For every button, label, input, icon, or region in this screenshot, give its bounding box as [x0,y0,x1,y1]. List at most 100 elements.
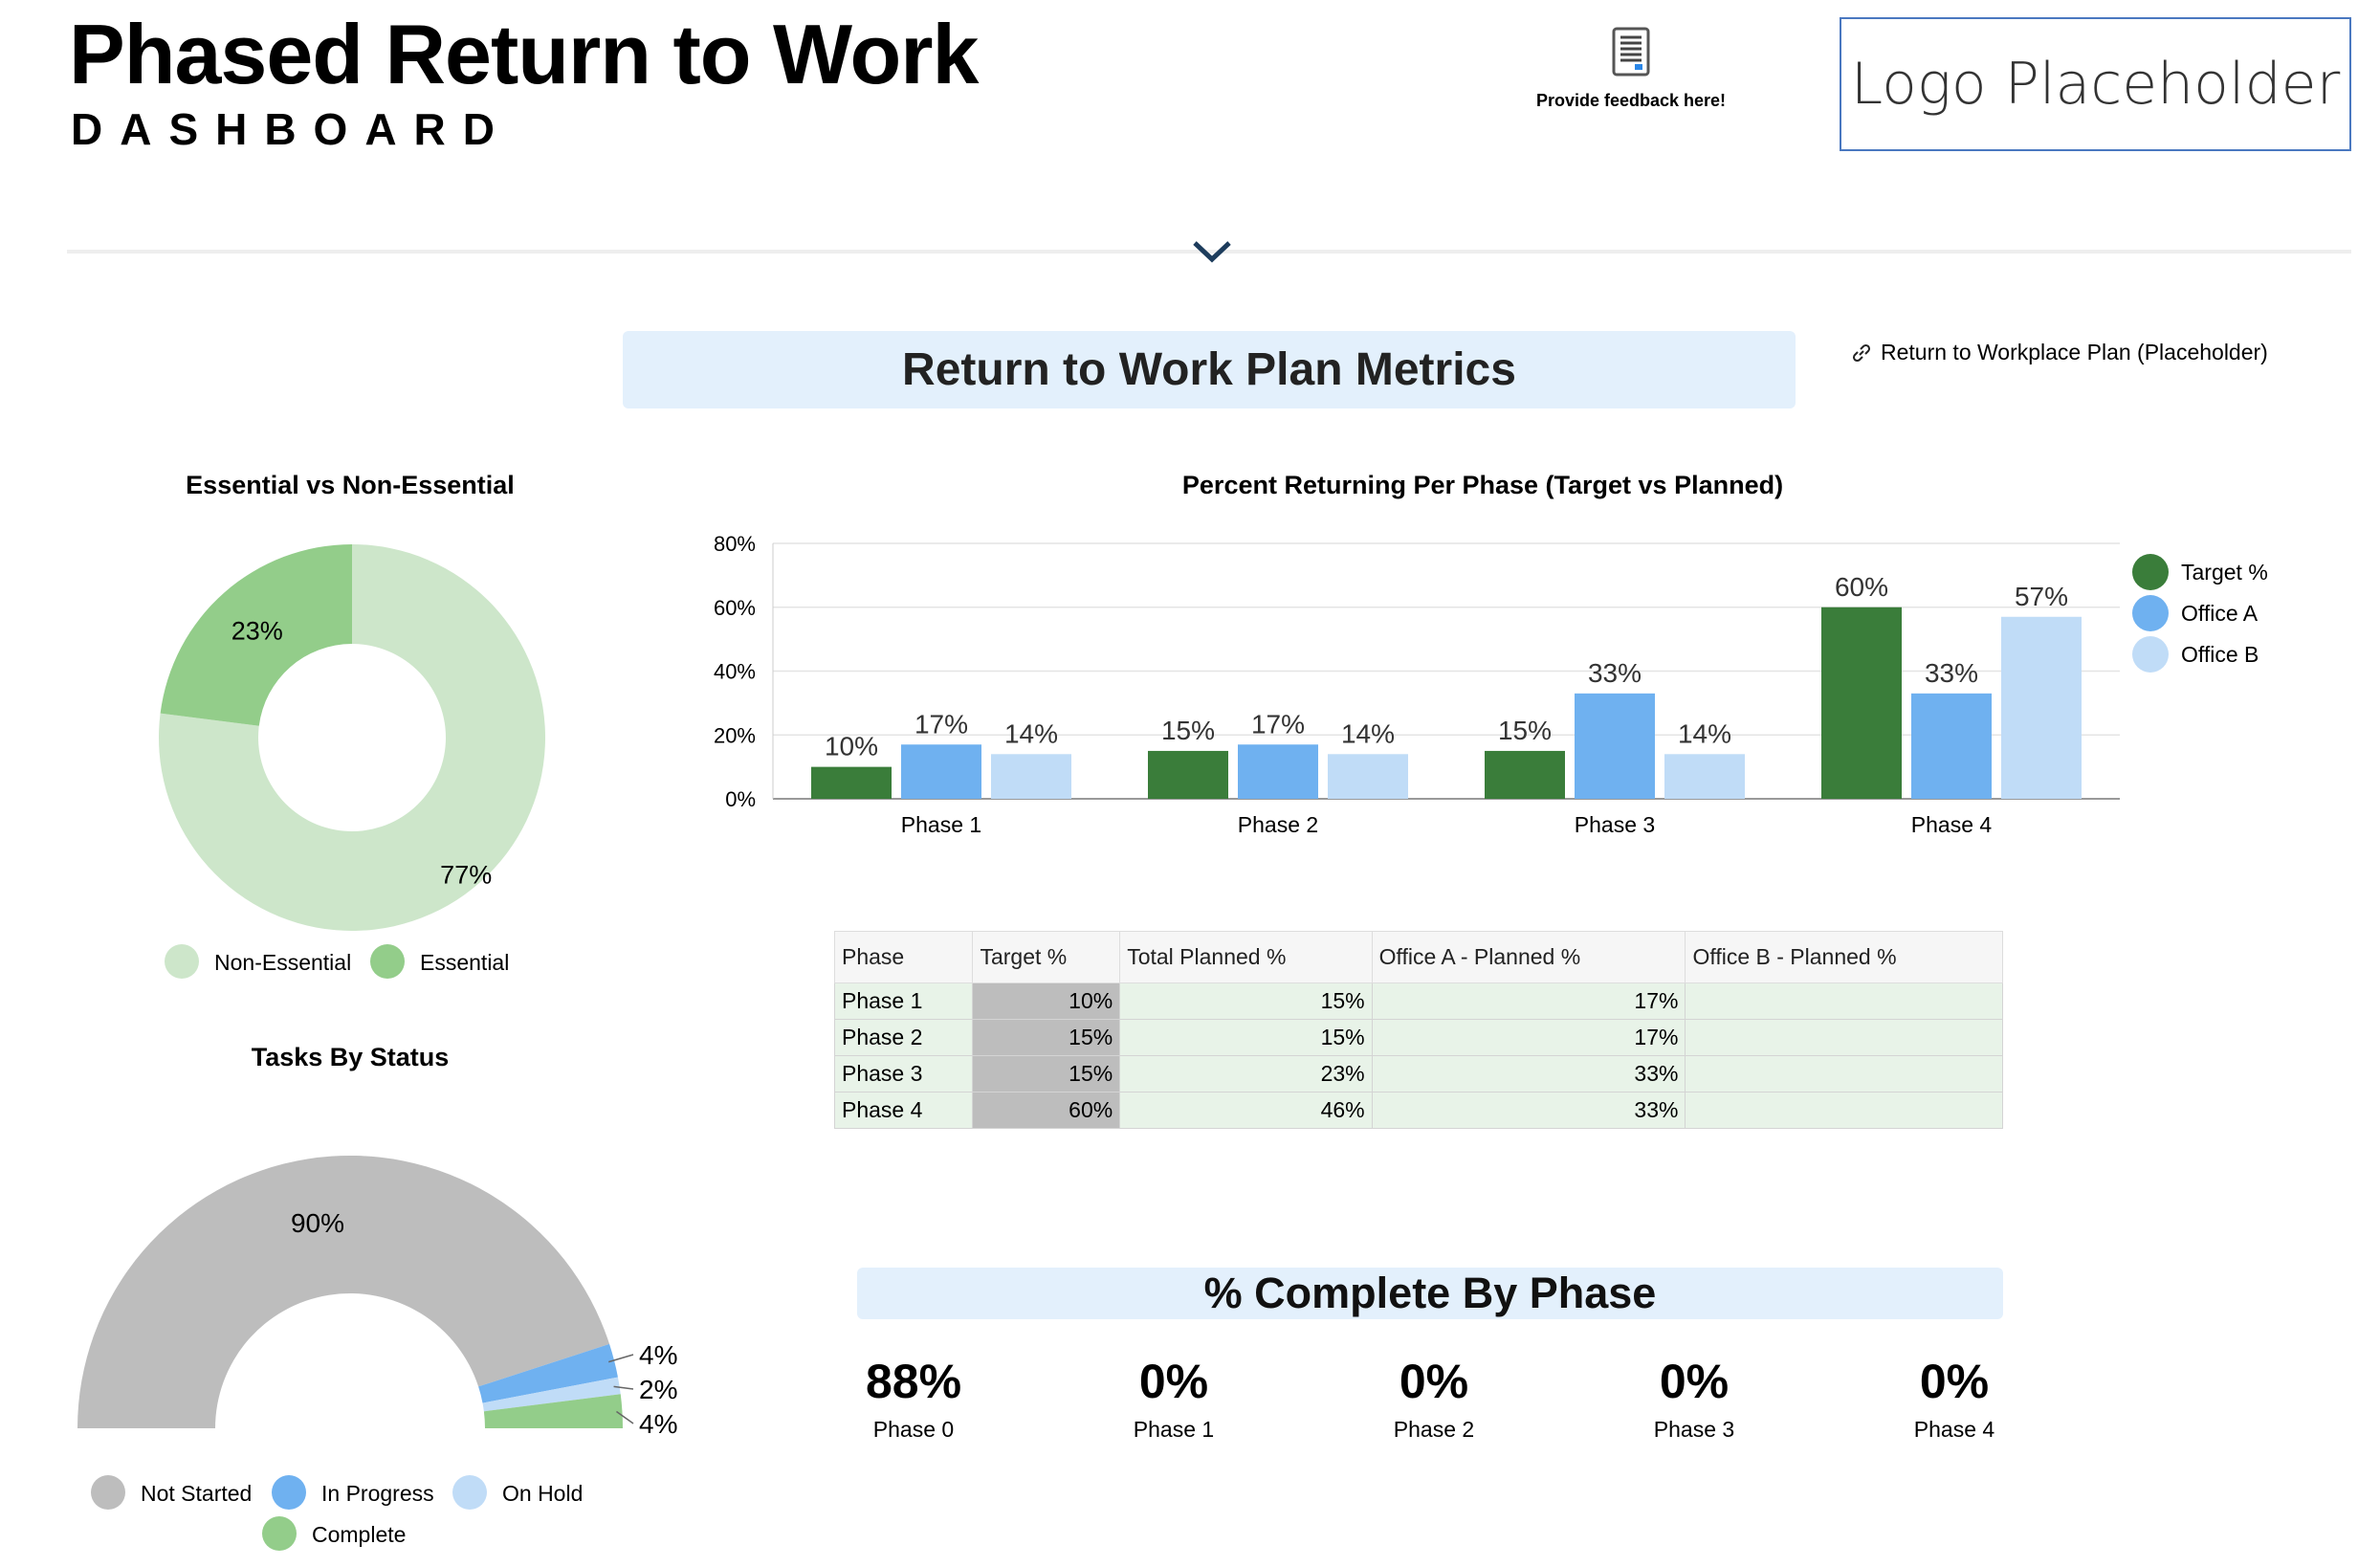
leader-line [616,1410,634,1424]
complete-by-phase-banner: % Complete By Phase [857,1268,2003,1319]
table-row: Phase 4 60% 46% 33% [833,1092,2003,1129]
kpi-value: 0% [1138,1355,1209,1408]
metrics-banner: Return to Work Plan Metrics [623,331,1796,408]
y-tick-label: 20% [714,723,756,747]
x-tick-label: Phase 1 [901,812,981,837]
half-donut-slice [482,1377,621,1412]
link-label: Return to Workplace Plan (Placeholder) [1881,340,2268,364]
essential-donut-chart: 77% 23% Non-Essential Essential [159,544,546,979]
link-icon [1852,343,1871,362]
table-cell: 33% [1371,1092,1686,1129]
bar-data-label: 33% [1925,658,1978,688]
kpi-label: Phase 0 [872,1417,955,1442]
bar-data-label: 17% [1251,709,1305,739]
bar-data-label: 14% [1004,718,1058,748]
tasks-half-donut-chart: 90% 4% 2% 4% Not Started In Progress On Hold Co… [77,1156,677,1551]
bar-data-label: 17% [915,709,968,739]
bar-office-a-0 [901,744,981,799]
donut-slice-non-essential [159,544,546,931]
half-donut-data-label: 4% [639,1409,677,1439]
table-row: Phase 1 10% 15% 17% [833,982,2003,1020]
kpi-value: 0% [1919,1355,1990,1408]
bar-chart-title: Percent Returning Per Phase (Target vs P… [1181,471,1784,499]
table-cell [1685,1019,2003,1056]
table-cell: Phase 3 [833,1055,974,1092]
legend-swatch [2132,595,2169,631]
table-row: Phase 3 15% 23% 33% [833,1055,2003,1092]
x-tick-label: Phase 3 [1575,812,1655,837]
x-tick-label: Phase 2 [1238,812,1318,837]
kpi-label: Phase 1 [1133,1417,1215,1442]
donut-title: Essential vs Non-Essential [186,471,515,499]
kpi-label: Phase 3 [1653,1417,1735,1442]
legend-swatch [262,1516,297,1551]
legend-swatch [2132,554,2169,590]
table-cell [1685,1092,2003,1129]
legend-label: Essential [420,950,509,975]
y-tick-label: 60% [714,596,756,620]
legend-label: Non-Essential [214,950,351,975]
column-header: Office B - Planned % [1685,931,2003,983]
legend-swatch [370,944,405,979]
kpi-phase-0: 88% Phase 0 [808,1354,1019,1443]
legend-swatch [452,1475,487,1510]
y-tick-label: 40% [714,660,756,684]
legend-label: Not Started [141,1481,252,1506]
legend-label: In Progress [321,1481,434,1506]
table-cell: Phase 1 [833,982,974,1020]
percent-returning-bar-chart: 0% 20% 40% 60% 80% 10% 17% 14% Phase 1 15% 17% 14% P… [714,532,2268,837]
table-cell: 60% [972,1092,1121,1129]
column-header: Office A - Planned % [1371,931,1686,983]
donut-slice-essential [160,544,352,726]
table-cell [1685,1055,2003,1092]
donut-data-label: 77% [440,861,492,890]
legend-swatch [272,1475,306,1510]
feedback-button[interactable]: Provide feedback here! [1511,27,1751,111]
bar-office-b-3 [2001,616,2082,799]
legend-label: Office A [2181,601,2259,626]
bar-office-b-1 [1328,754,1408,799]
half-donut-slice [483,1394,623,1428]
kpi-value: 88% [865,1355,962,1408]
kpi-value: 0% [1399,1355,1469,1408]
y-tick-label: 0% [725,787,756,811]
table-cell: 15% [1119,1019,1373,1056]
feedback-label: Provide feedback here! [1535,91,1727,110]
column-header: Total Planned % [1119,931,1373,983]
legend-label: On Hold [502,1481,583,1506]
y-tick-label: 80% [714,532,756,556]
table-cell: Phase 4 [833,1092,974,1129]
legend-label: Target % [2181,560,2268,585]
page-subtitle: DASHBOARD [71,104,512,154]
workplace-plan-link[interactable]: Return to Workplace Plan (Placeholder) [1850,340,2268,365]
bar-target--3 [1821,607,1902,799]
half-donut-data-label: 4% [639,1340,677,1370]
legend-label: Complete [312,1522,406,1547]
bar-data-label: 15% [1498,716,1552,745]
kpi-label: Phase 4 [1913,1417,1995,1442]
column-header: Target % [972,931,1121,983]
half-donut-data-label: 2% [639,1375,677,1404]
phase-table: Phase Target % Total Planned % Office A - P… [833,931,2003,1129]
half-donut-slice [478,1343,618,1403]
legend-swatch [165,944,199,979]
bar-office-a-2 [1575,693,1655,799]
bar-data-label: 14% [1341,718,1395,748]
tasks-title: Tasks By Status [251,1043,450,1071]
bar-office-a-3 [1911,693,1992,799]
bar-data-label: 14% [1678,718,1731,748]
chevron-down-icon[interactable] [1192,235,1232,264]
x-tick-label: Phase 4 [1911,812,1993,837]
logo-placeholder: Logo Placeholder [1840,17,2351,151]
bar-data-label: 60% [1835,572,1888,602]
page-title: Phased Return to Work [69,7,979,101]
table-cell: 33% [1371,1055,1686,1092]
kpi-label: Phase 2 [1393,1417,1475,1442]
bar-office-b-0 [991,754,1071,799]
bar-target--2 [1485,750,1565,799]
table-cell: 15% [972,1055,1121,1092]
legend-swatch [2132,636,2169,673]
leader-line [608,1354,634,1363]
legend-label: Office B [2181,642,2259,667]
divider [67,250,2351,254]
